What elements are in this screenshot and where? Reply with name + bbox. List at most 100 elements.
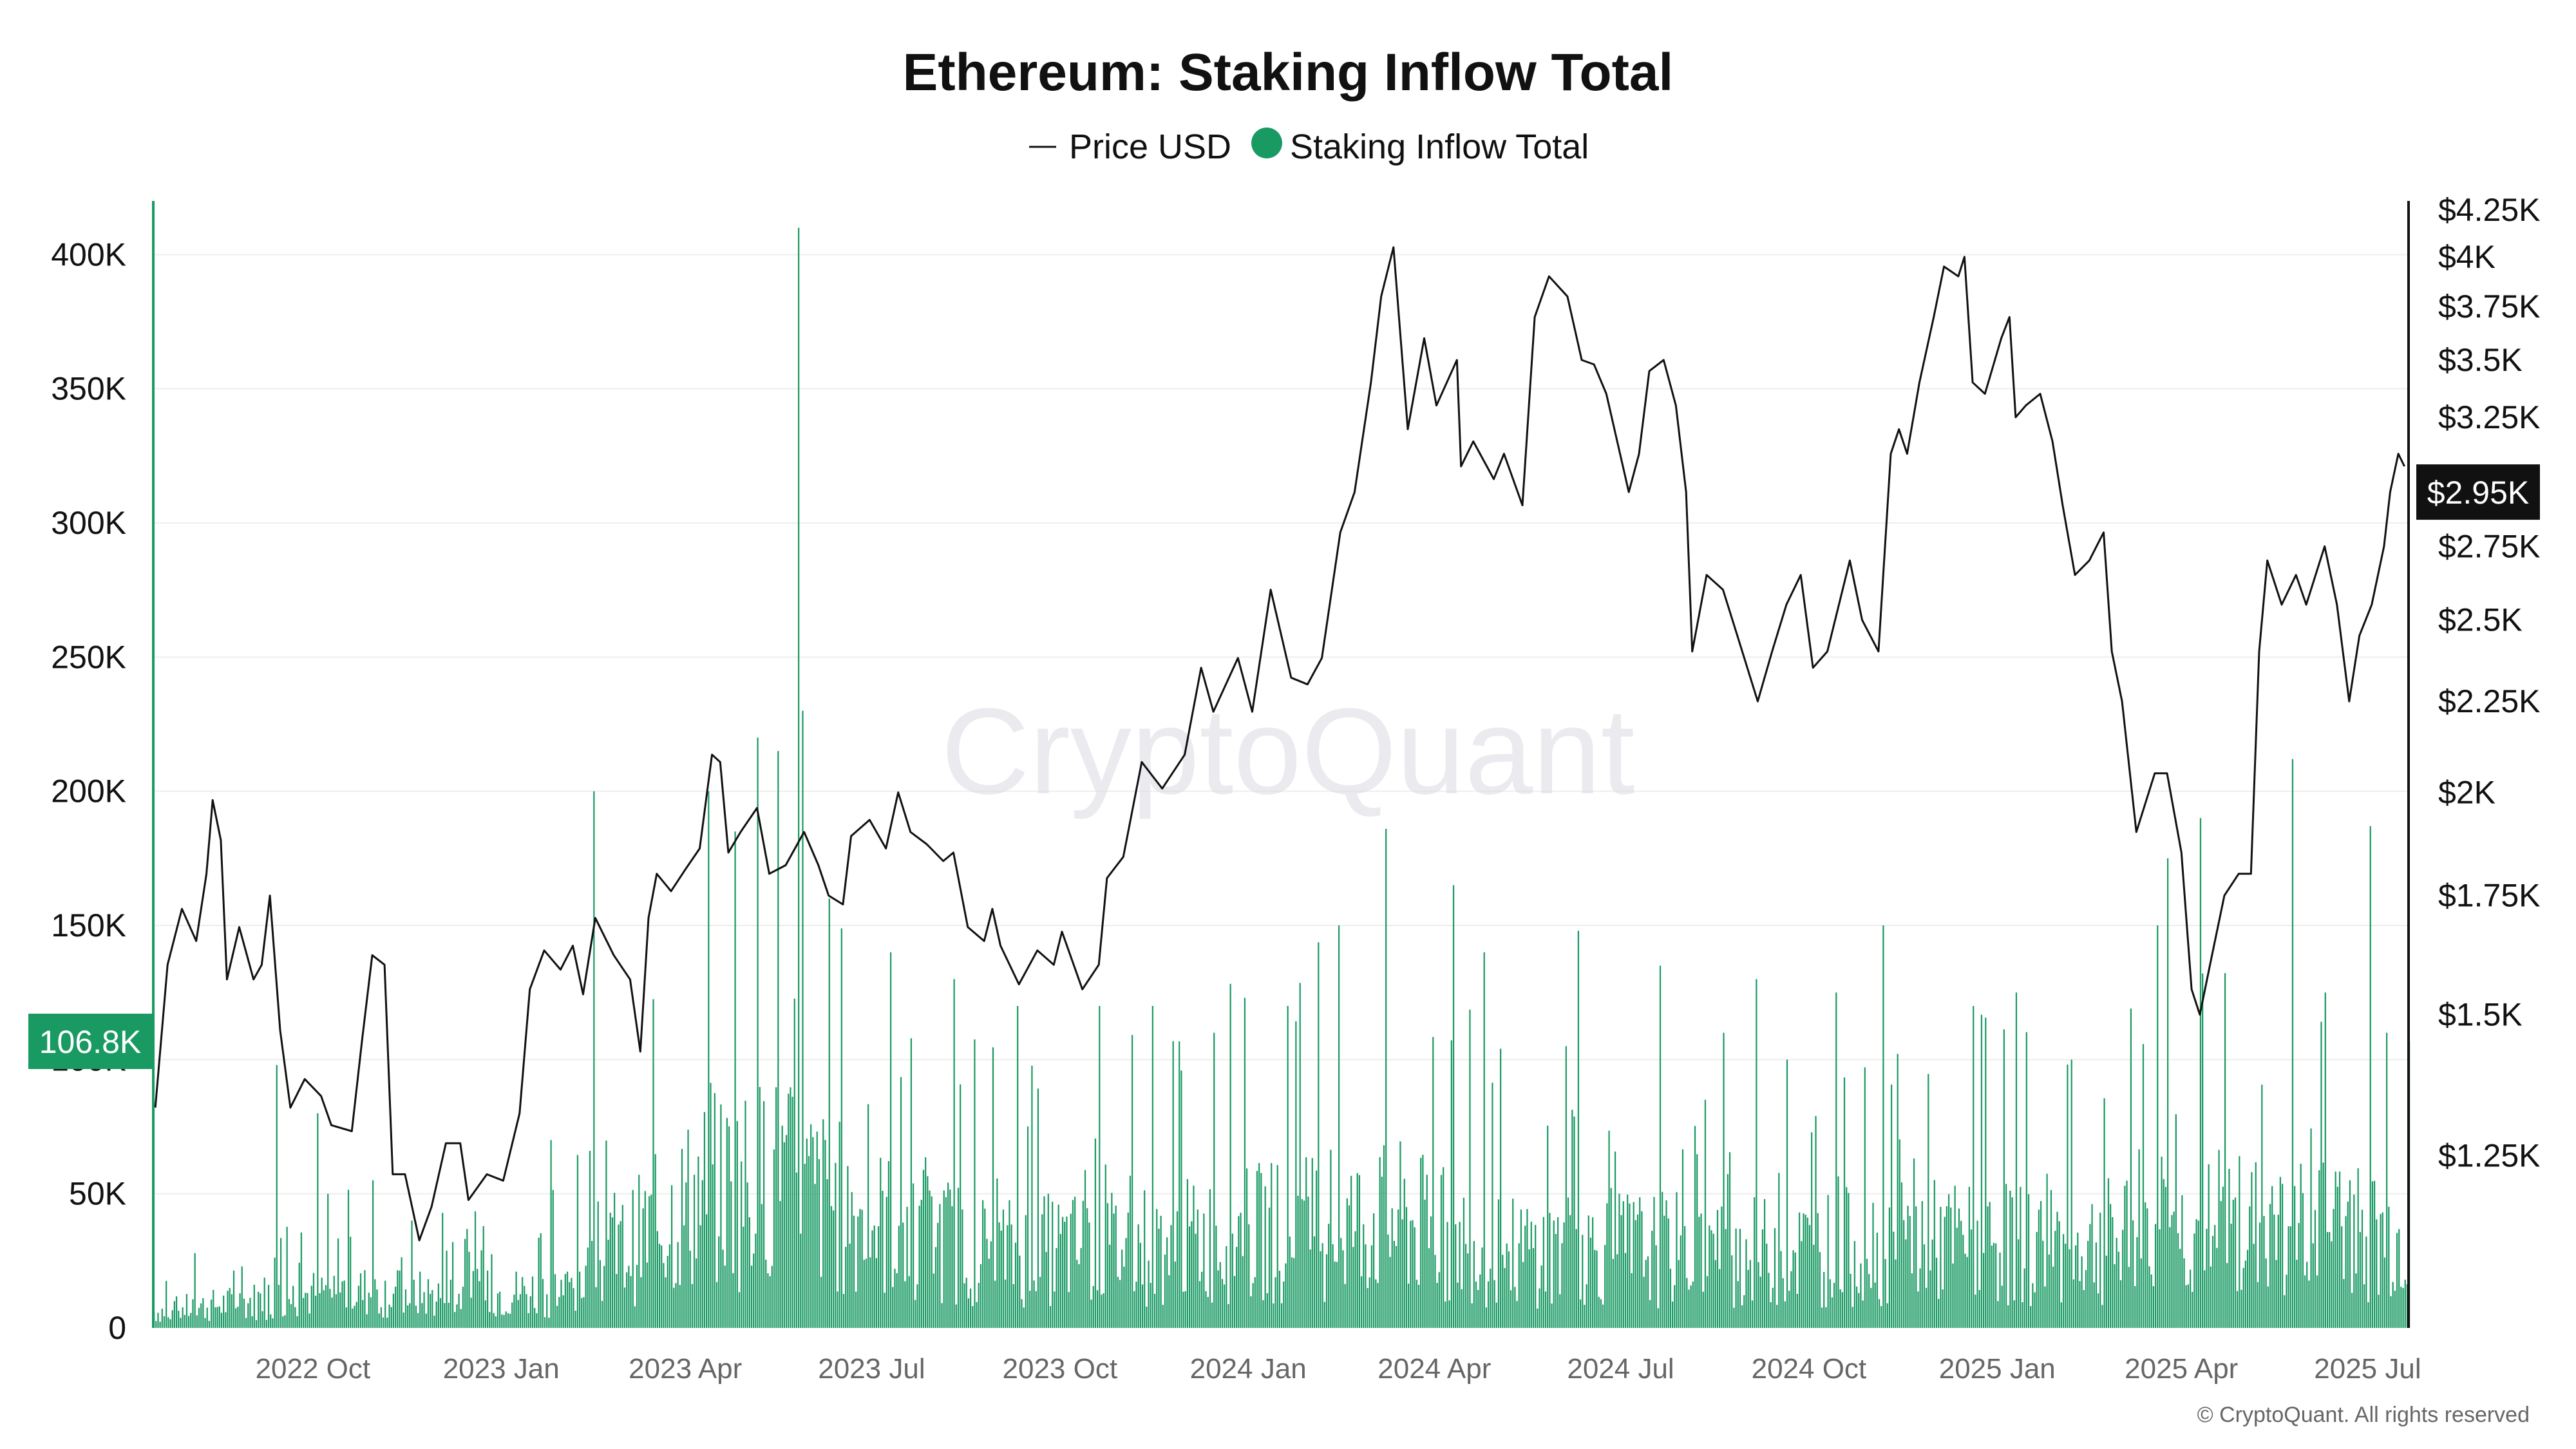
inflow-bar <box>1848 1193 1850 1328</box>
inflow-bar <box>1510 1290 1512 1328</box>
inflow-bar <box>1569 1215 1571 1328</box>
inflow-bar <box>603 1265 605 1328</box>
inflow-bar <box>661 1245 663 1328</box>
inflow-bar <box>1803 1213 1804 1328</box>
inflow-bar <box>1432 1037 1434 1328</box>
inflow-bar <box>2050 1189 2052 1328</box>
inflow-bar <box>2124 1186 2126 1328</box>
inflow-bar <box>1104 1164 1106 1328</box>
inflow-bar <box>1000 1230 1002 1328</box>
inflow-bar <box>1410 1220 1412 1328</box>
inflow-bar <box>1465 1244 1467 1328</box>
inflow-bar <box>1704 1099 1707 1328</box>
inflow-bar <box>976 1302 978 1328</box>
inflow-bar <box>564 1274 566 1328</box>
inflow-bar <box>1535 1224 1537 1328</box>
inflow-bar <box>1179 1041 1180 1328</box>
inflow-bar <box>1436 1282 1438 1328</box>
inflow-bar <box>499 1291 501 1328</box>
inflow-bar <box>1271 1162 1273 1328</box>
inflow-bar <box>2075 1245 2077 1328</box>
inflow-bar <box>1631 1273 1633 1328</box>
inflow-bar <box>1002 1209 1005 1328</box>
inflow-bar <box>1191 1221 1193 1328</box>
inflow-bar <box>267 1285 270 1328</box>
inflow-bar <box>323 1290 325 1328</box>
inflow-bar <box>2171 1215 2173 1328</box>
inflow-bar <box>1537 1308 1539 1328</box>
inflow-bar <box>1226 1245 1227 1328</box>
inflow-bar <box>415 1305 417 1328</box>
inflow-bar <box>298 1262 300 1328</box>
inflow-bar <box>202 1298 204 1328</box>
inflow-bar <box>1627 1195 1629 1328</box>
inflow-bar <box>2069 1249 2070 1328</box>
inflow-bar <box>235 1308 237 1328</box>
legend-item-price[interactable]: Price USD <box>1029 128 1231 166</box>
inflow-bar <box>967 1298 970 1328</box>
inflow-bar <box>1741 1305 1743 1328</box>
inflow-bar <box>194 1253 196 1328</box>
inflow-bar <box>260 1293 261 1328</box>
inflow-bar <box>1009 1200 1010 1328</box>
inflow-bar <box>1088 1222 1090 1328</box>
inflow-bar <box>1299 983 1301 1328</box>
inflow-bar <box>2336 1186 2338 1328</box>
inflow-bar <box>573 1288 574 1328</box>
inflow-bar <box>352 1308 354 1328</box>
inflow-bar <box>1391 1208 1393 1328</box>
inflow-bar <box>1606 1203 1608 1328</box>
inflow-bar <box>1778 1173 1780 1328</box>
inflow-bar <box>908 1276 910 1328</box>
inflow-bar <box>658 1244 661 1328</box>
inflow-bar <box>1555 1234 1557 1328</box>
inflow-bar <box>2369 826 2371 1328</box>
inflow-bar <box>2189 1269 2192 1328</box>
inflow-bar <box>689 1251 691 1328</box>
inflow-bar <box>1092 1285 1094 1328</box>
inflow-bar <box>560 1280 562 1328</box>
inflow-bar <box>2378 1294 2380 1328</box>
inflow-bar <box>470 1298 472 1328</box>
inflow-bar <box>753 1253 755 1328</box>
inflow-bar <box>442 1213 444 1328</box>
inflow-bar <box>225 1312 227 1328</box>
inflow-bar <box>1291 1257 1293 1328</box>
inflow-bar <box>1158 1228 1160 1328</box>
inflow-bar <box>243 1298 245 1328</box>
inflow-bar <box>994 1280 996 1328</box>
inflow-bar <box>638 1175 640 1328</box>
inflow-bar <box>2140 1258 2142 1328</box>
inflow-bar <box>1342 1250 1344 1328</box>
inflow-bar <box>1340 1238 1342 1328</box>
inflow-bar <box>953 979 955 1328</box>
inflow-bar <box>1250 1296 1252 1328</box>
inflow-bar <box>1457 1282 1459 1328</box>
inflow-bar <box>290 1304 292 1328</box>
inflow-bar <box>2334 1171 2336 1328</box>
inflow-bar <box>1336 1262 1338 1328</box>
inflow-bar <box>988 1258 990 1328</box>
inflow-bar <box>1438 1272 1440 1328</box>
current-inflow-badge-label: 106.8K <box>39 1024 141 1060</box>
inflow-bar <box>1634 1220 1636 1328</box>
inflow-bar <box>2206 1229 2208 1328</box>
inflow-bar <box>2036 1231 2038 1328</box>
inflow-bar <box>828 898 830 1328</box>
inflow-bar <box>621 1205 623 1328</box>
inflow-bar <box>2402 1287 2404 1328</box>
inflow-bar <box>1629 1203 1631 1328</box>
right-tick-label: $2.75K <box>2438 528 2540 564</box>
inflow-bar <box>1874 1282 1876 1328</box>
legend-item-staking[interactable]: Staking Inflow Total <box>1251 128 1589 166</box>
inflow-bar <box>1068 1292 1070 1328</box>
inflow-bar <box>1273 1303 1274 1328</box>
inflow-bar <box>1264 1186 1266 1328</box>
inflow-bar <box>2338 1171 2341 1328</box>
inflow-bar <box>274 1257 276 1328</box>
inflow-bar <box>671 1185 673 1328</box>
inflow-bar <box>1553 1220 1555 1328</box>
inflow-bar <box>2324 992 2326 1328</box>
inflow-bar <box>484 1300 487 1328</box>
